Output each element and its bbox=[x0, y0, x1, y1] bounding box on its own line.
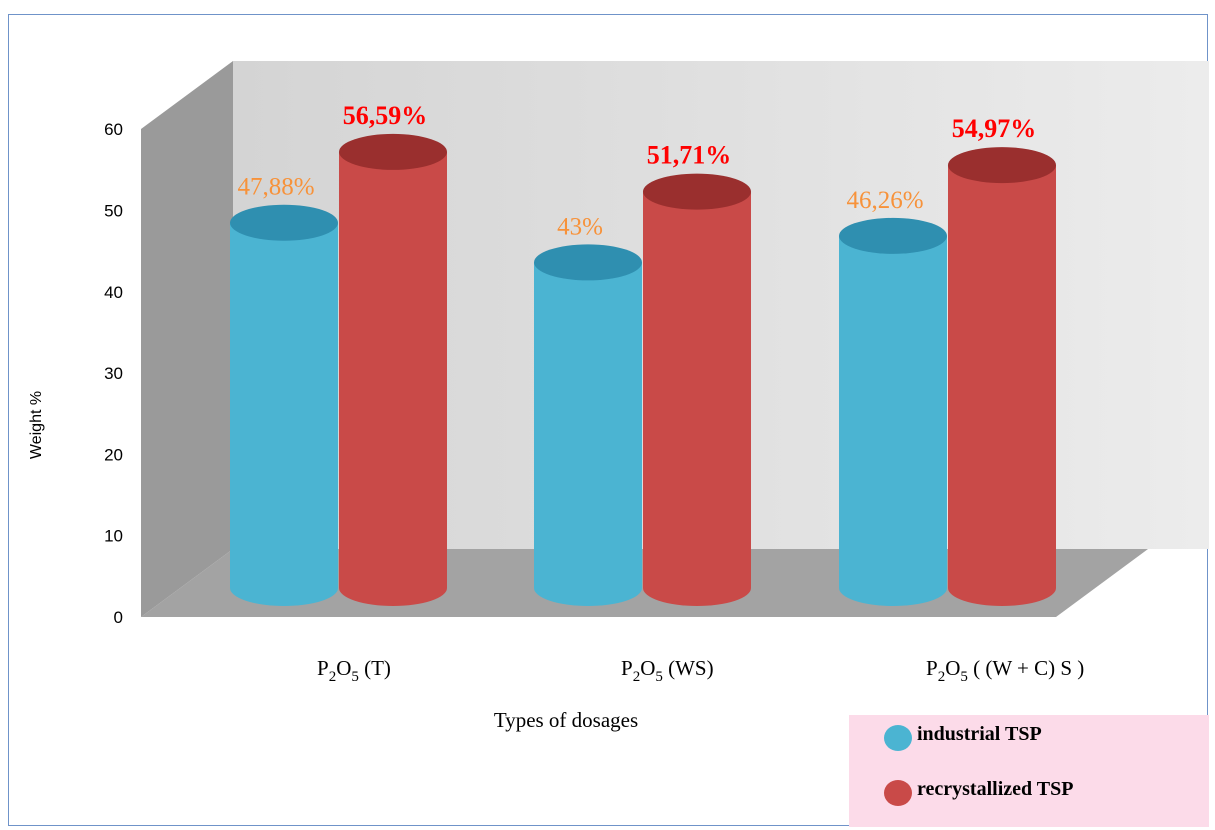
data-label: 56,59% bbox=[343, 101, 428, 130]
x-tick-label: P2O5 (T) bbox=[317, 656, 391, 685]
bar-cylinder-top bbox=[534, 244, 642, 281]
x-tick-label-part: O bbox=[336, 656, 351, 680]
bar-cylinder-body bbox=[643, 191, 751, 606]
x-tick-label-part: (T) bbox=[359, 656, 391, 680]
y-axis-ticks: 0 10 20 30 40 50 60 bbox=[104, 120, 123, 627]
legend-item-industrial: industrial TSP bbox=[884, 723, 1042, 751]
bar-cylinder-top bbox=[643, 173, 751, 210]
data-label: 51,71% bbox=[647, 141, 732, 170]
legend: industrial TSP recrystallized TSP bbox=[849, 715, 1209, 827]
y-axis-title: Weight % bbox=[28, 391, 45, 459]
bar-cylinder-body bbox=[339, 151, 447, 607]
chart-frame: 0 10 20 30 40 50 60 47,88% 56,59% 43% 51,71% 46,26… bbox=[8, 14, 1209, 827]
x-tick-label-subscript: 5 bbox=[655, 669, 663, 685]
legend-item-recrystallized: recrystallized TSP bbox=[884, 778, 1073, 806]
x-tick-label-part: (WS) bbox=[663, 656, 714, 680]
y-tick-label: 30 bbox=[104, 364, 123, 383]
y-tick-label: 20 bbox=[104, 445, 123, 464]
legend-label-industrial: industrial TSP bbox=[917, 723, 1042, 745]
x-tick-label-part: O bbox=[640, 656, 655, 680]
y-tick-label: 40 bbox=[104, 283, 123, 302]
x-tick-label-subscript: 5 bbox=[351, 669, 359, 685]
bar-cylinder-body bbox=[534, 262, 642, 606]
bars-group: 47,88% 56,59% 43% 51,71% 46,26% 54,97% bbox=[230, 101, 1056, 607]
side-wall bbox=[141, 61, 233, 617]
x-tick-label-subscript: 2 bbox=[633, 669, 641, 685]
bar-cylinder-top bbox=[839, 217, 947, 254]
x-tick-label: P2O5 (WS) bbox=[621, 656, 714, 685]
x-tick-label-subscript: 5 bbox=[960, 669, 968, 685]
y-tick-label: 10 bbox=[104, 527, 123, 546]
legend-swatch-recrystallized bbox=[884, 780, 912, 806]
bar-cylinder-body bbox=[839, 235, 947, 607]
bar-cylinder-body bbox=[230, 222, 338, 606]
x-tick-label-part: P bbox=[621, 656, 633, 680]
data-label: 47,88% bbox=[237, 174, 314, 201]
y-tick-label: 0 bbox=[114, 608, 123, 627]
x-tick-label-part: O bbox=[945, 656, 960, 680]
bar-cylinder-top bbox=[948, 147, 1056, 184]
chart-svg: 0 10 20 30 40 50 60 47,88% 56,59% 43% 51,71% 46,26… bbox=[28, 61, 1209, 827]
x-tick-label-part: P bbox=[926, 656, 938, 680]
legend-label-recrystallized: recrystallized TSP bbox=[917, 778, 1073, 800]
y-tick-label: 60 bbox=[104, 120, 123, 139]
x-tick-label-subscript: 2 bbox=[329, 669, 337, 685]
x-tick-label: P2O5 ( (W + C) S ) bbox=[926, 656, 1084, 685]
x-axis-title: Types of dosages bbox=[494, 708, 638, 732]
bar-cylinder-top bbox=[230, 204, 338, 241]
data-label: 43% bbox=[557, 213, 603, 240]
bar-cylinder-body bbox=[948, 165, 1056, 606]
x-tick-label-part: ( (W + C) S ) bbox=[968, 656, 1084, 680]
data-label: 46,26% bbox=[846, 187, 923, 214]
x-axis-category-labels: P2O5 (T) P2O5 (WS) P2O5 ( (W + C) S ) bbox=[317, 656, 1084, 685]
x-tick-label-subscript: 2 bbox=[938, 669, 946, 685]
legend-swatch-industrial bbox=[884, 725, 912, 751]
x-tick-label-part: P bbox=[317, 656, 329, 680]
y-tick-label: 50 bbox=[104, 202, 123, 221]
data-label: 54,97% bbox=[952, 114, 1037, 143]
bar-cylinder-top bbox=[339, 133, 447, 170]
